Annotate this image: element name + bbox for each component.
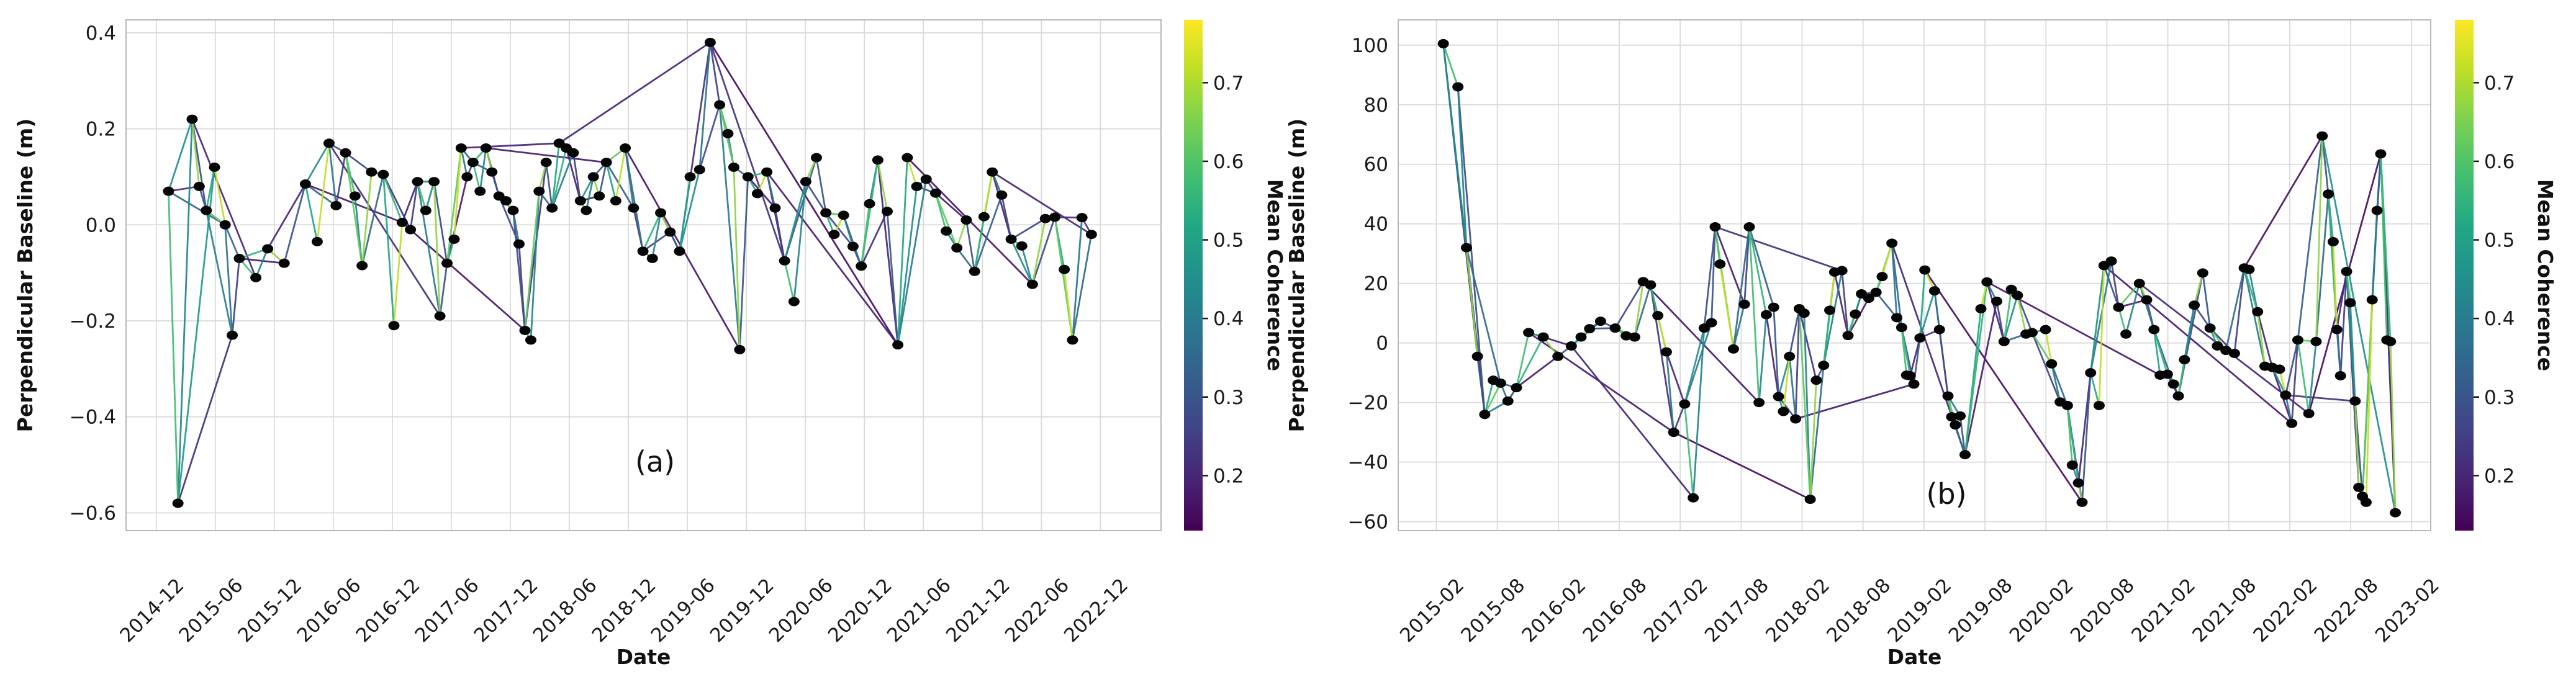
x-tick-label: 2017-12	[470, 574, 543, 647]
x-tick-label: 2020-02	[2005, 574, 2078, 647]
y-tick-label: 0.0	[86, 214, 116, 236]
interferogram-edges-b	[1442, 42, 2397, 514]
y-tick-label: −40	[1348, 452, 1388, 474]
y-tick-label: 0	[1376, 333, 1388, 355]
x-tick-label: 2017-08	[1701, 574, 1773, 647]
colorbar-tick-label: 0.6	[1213, 151, 1244, 173]
plot-border-b	[1398, 19, 2431, 531]
panel-a: 0.4 0.2 0.0 −0.2 −0.4 −0.6 2014-122015-062015-…	[13, 19, 1287, 669]
x-tick-label: 2015-02	[1396, 574, 1468, 647]
y-tick-label: 80	[1364, 94, 1388, 117]
y-tick-label: −60	[1348, 511, 1388, 534]
y-tick-label: 0.2	[86, 119, 116, 141]
x-tick-label: 2020-12	[824, 574, 897, 647]
x-tick-label: 2015-12	[233, 574, 306, 647]
acquisition-nodes-a	[163, 37, 1097, 508]
colorbar-tick-label: 0.3	[1213, 387, 1244, 409]
x-tick-label: 2020-08	[2066, 574, 2139, 647]
y-tick-label: −0.2	[70, 310, 116, 333]
colorbar-a	[1184, 20, 1203, 531]
x-tick-label: 2020-06	[765, 574, 838, 647]
colorbar-tick-label: 0.5	[1213, 230, 1244, 252]
colorbar-tick-label: 0.2	[2484, 465, 2515, 487]
x-tick-label: 2015-08	[1457, 574, 1529, 647]
colorbar-label-a: Mean Coherence	[1263, 179, 1287, 371]
colorbar-tick-label: 0.4	[2484, 308, 2515, 330]
y-axis-label: Perpendicular Baseline (m)	[1285, 119, 1309, 433]
x-tick-label: 2018-12	[588, 574, 661, 647]
x-tick-label: 2016-12	[352, 574, 425, 647]
x-tick-label: 2021-02	[2127, 574, 2200, 647]
colorbar-tick-label: 0.7	[1213, 72, 1244, 94]
y-tick-label: 0.4	[86, 22, 116, 45]
y-tick-label: 60	[1364, 154, 1388, 176]
colorbar-tick-label: 0.2	[1213, 465, 1244, 487]
x-tick-label: 2017-06	[411, 574, 484, 647]
x-tick-label: 2017-02	[1640, 574, 1712, 647]
x-axis-label: Date	[617, 645, 671, 669]
gridlines-b	[1398, 20, 2431, 531]
x-tick-label: 2023-02	[2371, 574, 2444, 647]
x-tick-label: 2019-08	[1945, 574, 2017, 647]
x-tick-label: 2021-12	[942, 574, 1015, 647]
colorbar-tick-label: 0.7	[2484, 72, 2515, 94]
x-tick-label: 2016-08	[1579, 574, 1652, 647]
x-tick-label: 2018-02	[1761, 574, 1834, 647]
x-tick-label: 2022-08	[2310, 574, 2383, 647]
x-tick-label: 2016-02	[1517, 574, 1590, 647]
colorbar-tick-label: 0.4	[1213, 308, 1244, 330]
colorbar-b	[2455, 20, 2474, 531]
x-tick-label: 2015-06	[174, 574, 247, 647]
colorbar-tick-label: 0.6	[2484, 151, 2515, 173]
x-tick-label: 2022-12	[1060, 574, 1132, 647]
x-tick-label: 2018-08	[1822, 574, 1895, 647]
panel-letter-b: (b)	[1926, 477, 1966, 511]
x-axis-label: Date	[1887, 645, 1942, 669]
y-tick-label: −0.6	[70, 502, 116, 524]
x-tick-label: 2019-12	[706, 574, 779, 647]
panel-b: 100806040200−20−40−602015-022015-082016-…	[1285, 19, 2557, 669]
y-axis-label: Perpendicular Baseline (m)	[13, 119, 37, 433]
x-tick-label: 2019-06	[647, 574, 720, 647]
y-tick-label: −20	[1348, 392, 1388, 415]
y-tick-label: −0.4	[70, 406, 116, 429]
interferogram-edges-a	[168, 41, 1093, 505]
colorbar-label-b: Mean Coherence	[2533, 179, 2557, 371]
y-tick-label: 100	[1352, 35, 1388, 57]
x-tick-label: 2019-02	[1883, 574, 1956, 647]
colorbar-tick-label: 0.5	[2484, 230, 2515, 252]
y-tick-label: 40	[1364, 213, 1388, 236]
x-tick-label: 2022-06	[1001, 574, 1073, 647]
gridlines-a	[126, 20, 1161, 531]
x-tick-label: 2014-12	[115, 574, 188, 647]
x-tick-label: 2021-06	[883, 574, 956, 647]
plot-border-a	[125, 19, 1162, 531]
acquisition-nodes-b	[1437, 38, 2402, 518]
x-tick-label: 2021-08	[2188, 574, 2261, 647]
x-tick-label: 2022-02	[2249, 574, 2322, 647]
y-tick-label: 20	[1364, 273, 1388, 295]
x-tick-label: 2018-06	[529, 574, 602, 647]
colorbar-tick-label: 0.3	[2484, 387, 2515, 409]
x-tick-label: 2016-06	[293, 574, 366, 647]
panel-letter-a: (a)	[635, 445, 675, 478]
